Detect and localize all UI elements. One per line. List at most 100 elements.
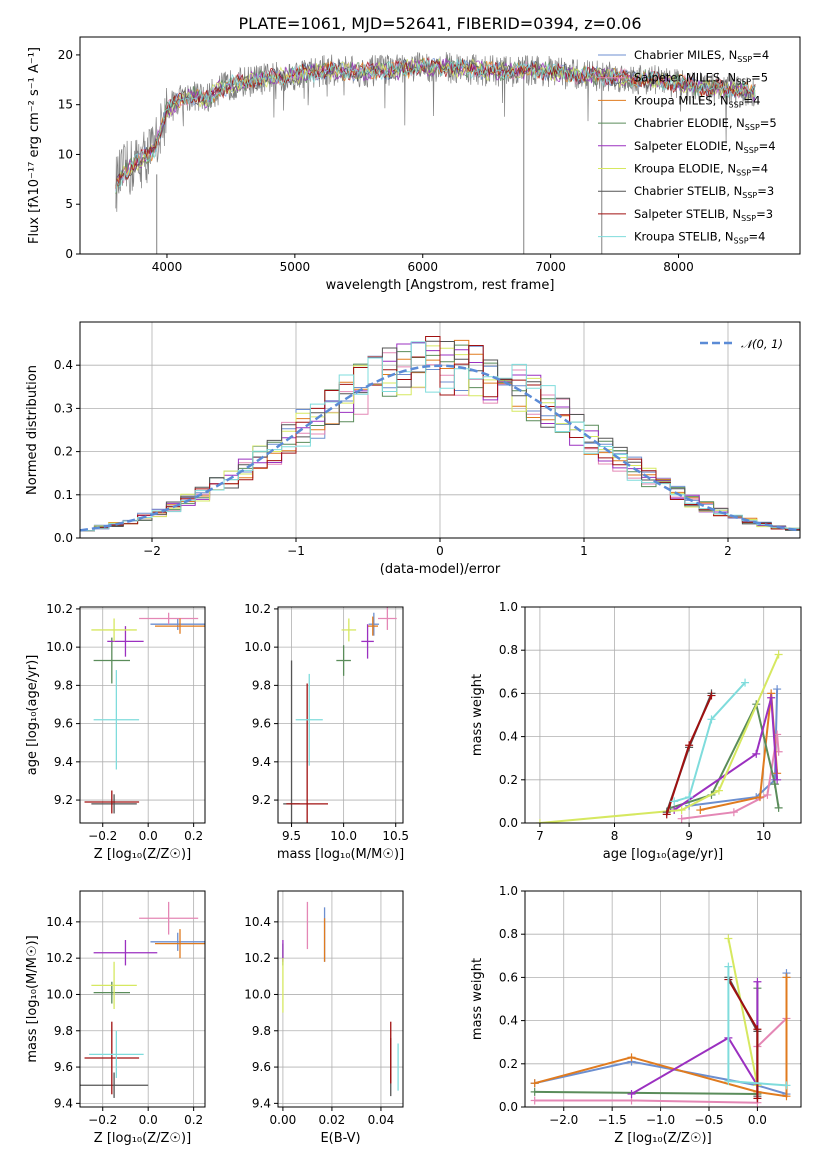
y-tick-label: 9.6: [252, 1060, 271, 1074]
y-axis-label: Flux [fλ10⁻¹⁷ erg cm⁻² s⁻¹ A⁻¹]: [27, 47, 42, 244]
x-tick-label: 0.0: [139, 829, 158, 843]
y-tick-label: 10.4: [46, 915, 73, 929]
y-tick-label: 0.1: [54, 488, 73, 502]
y-tick-label: 9.4: [54, 1096, 73, 1110]
x-axis-label: Z [log₁₀(Z/Z☉)]: [94, 1131, 191, 1146]
errorbar-point: [89, 1030, 144, 1078]
residuals-axes: −2 −1 0 1 2 0.0 0.1 0.2 0.3 0.4 (data-model)/error…: [25, 321, 801, 577]
errorbar-point: [107, 626, 144, 657]
y-tick-label: 0.8: [499, 927, 518, 941]
y-axis-label: mass [log₁₀(M/M☉)]: [25, 935, 40, 1062]
y-tick-label: 10.0: [244, 640, 271, 654]
age-vs-mass-frame-group: 9.5 10.0 10.5 9.2 9.4 9.6 9.8 10.0 10.2 mass [log…: [244, 602, 409, 862]
errorbar-point: [80, 1072, 149, 1098]
errorbar-point: [93, 940, 158, 966]
y-tick-label: 9.2: [252, 793, 271, 807]
age-vs-z-frame: [79, 606, 206, 824]
series-marker: [763, 790, 772, 799]
x-tick-label: −1.5: [598, 1113, 627, 1127]
y-tick-label: 9.2: [54, 793, 73, 807]
series-marker: [767, 693, 776, 702]
y-tick-label: 9.6: [54, 717, 73, 731]
x-axis-label: age [log₁₀(age/yr)]: [603, 847, 724, 862]
series-marker: [707, 715, 716, 724]
x-tick-label: 0.00: [270, 1113, 297, 1127]
errorbar-point: [150, 932, 205, 951]
errorbar-point: [155, 618, 205, 634]
series-marker: [773, 685, 782, 694]
legend-entry: Kroupa ELODIE, NSSP=4: [634, 162, 768, 178]
series-marker: [755, 793, 764, 802]
series-marker: [770, 780, 779, 789]
spectrum-plot: [115, 51, 756, 254]
series-marker: [773, 775, 782, 784]
y-tick-label: 0.0: [499, 816, 518, 830]
series-line-6: [727, 938, 759, 1086]
errorbar-point: [139, 612, 199, 625]
errorbar-point: [84, 1021, 140, 1095]
series-marker: [535, 819, 544, 823]
series-marker: [662, 810, 671, 819]
x-tick-label: 7: [536, 829, 544, 843]
x-tick-label: 8: [611, 829, 619, 843]
y-axis-label: age [log₁₀(age/yr)]: [25, 655, 40, 776]
series-marker: [696, 806, 705, 815]
legend-entry: Kroupa STELIB, NSSP=4: [634, 230, 765, 246]
errorbar-point: [361, 624, 374, 659]
legend-entry: 𝒩(0, 1): [741, 337, 783, 351]
x-tick-label: 10.5: [382, 829, 409, 843]
weight-vs-z-frame-group: −2.0 −1.5 −1.0 −0.5 0.0 0.0 0.2 0.4 0.6 0.8 1.0 Z […: [470, 884, 802, 1146]
y-tick-label: 9.4: [252, 755, 271, 769]
errorbar-point: [91, 794, 137, 814]
x-tick-label: −0.2: [88, 1113, 117, 1127]
x-axis-label: (data-model)/error: [380, 562, 501, 577]
y-tick-label: 0: [65, 247, 73, 261]
model-line-8: [115, 56, 756, 189]
y-axis-label: Normed distribution: [25, 365, 40, 495]
y-tick-label: 10.2: [46, 951, 73, 965]
series-marker: [724, 934, 733, 943]
x-tick-label: 8000: [663, 260, 694, 274]
series-marker: [627, 1090, 636, 1099]
y-tick-label: 10.0: [46, 987, 73, 1001]
x-tick-label: −0.5: [694, 1113, 723, 1127]
figure-title: PLATE=1061, MJD=52641, FIBERID=0394, z=0…: [238, 14, 641, 33]
y-tick-label: 10.2: [244, 602, 271, 616]
y-tick-label: 0.6: [499, 970, 518, 984]
y-tick-label: 10.2: [244, 951, 271, 965]
mass-vs-z-frame-group: −0.2 0.0 0.2 9.4 9.6 9.8 10.0 10.2 10.4 Z [log₁₀(…: [25, 890, 206, 1146]
y-tick-label: 10.2: [46, 602, 73, 616]
y-tick-label: 0.3: [54, 401, 73, 415]
legend-entry: Salpeter STELIB, NSSP=3: [634, 207, 773, 223]
x-tick-label: 0.04: [368, 1113, 395, 1127]
x-tick-label: 5000: [280, 260, 311, 274]
weight-vs-age-frame: [524, 606, 802, 824]
y-tick-label: 9.8: [54, 1024, 73, 1038]
age-vs-z-plot: [84, 612, 205, 814]
x-tick-label: −0.2: [88, 829, 117, 843]
age-vs-mass-plot: [283, 607, 397, 823]
mass-vs-ebv-frame-group: 0.00 0.02 0.04 9.4 9.6 9.8 10.0 10.2 10.4 E(B-V): [244, 890, 404, 1146]
weight-vs-age-plot: [535, 650, 783, 823]
x-axis-label: E(B-V): [320, 1131, 360, 1146]
x-tick-label: 0.02: [319, 1113, 346, 1127]
series-marker: [530, 1096, 539, 1105]
series-marker: [627, 1053, 636, 1062]
series-marker: [752, 749, 761, 758]
mass-vs-ebv-axes: 0.00 0.02 0.04 9.4 9.6 9.8 10.0 10.2 10.4 E(B-V): [244, 890, 404, 1146]
x-tick-label: 0: [436, 544, 444, 558]
y-tick-label: 0.4: [499, 1014, 518, 1028]
series-line-5: [673, 697, 779, 811]
y-tick-label: 9.8: [252, 678, 271, 692]
errorbar-point: [91, 961, 137, 1009]
y-tick-label: 10.4: [244, 915, 271, 929]
x-tick-label: 0.0: [139, 1113, 158, 1127]
model-line-9: [115, 58, 756, 193]
series-marker: [724, 962, 733, 971]
x-tick-label: 9: [685, 829, 693, 843]
y-tick-label: 9.6: [252, 717, 271, 731]
x-tick-label: 0.2: [184, 829, 203, 843]
series-marker: [774, 803, 783, 812]
series-marker: [724, 1077, 733, 1086]
y-tick-label: 0.2: [499, 773, 518, 787]
